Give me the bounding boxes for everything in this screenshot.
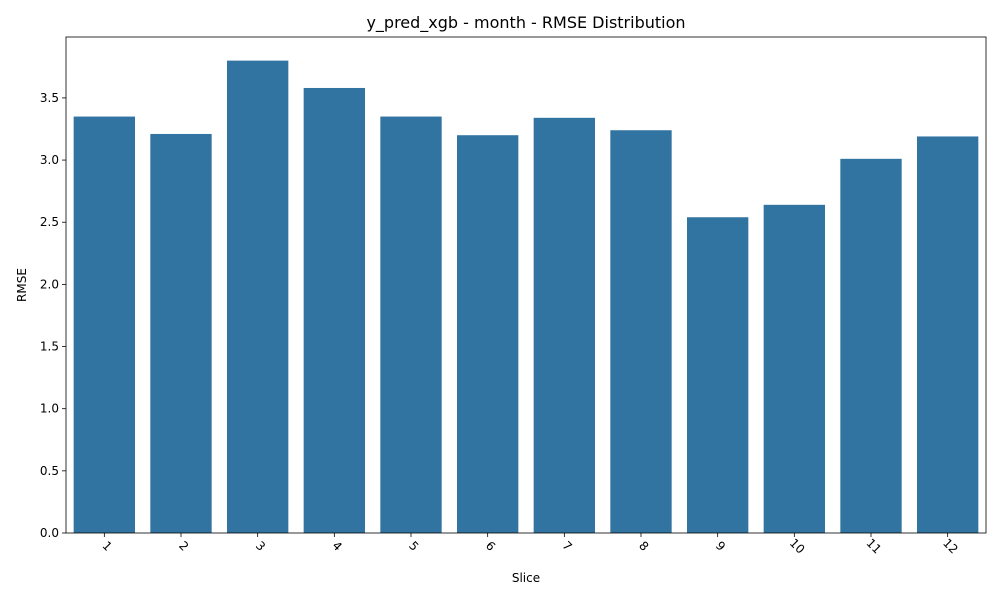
y-tick-label: 0.5: [40, 464, 59, 478]
bar-slice-5: [380, 116, 442, 533]
y-tick-label: 2.5: [40, 215, 59, 229]
bar-slice-2: [150, 133, 212, 533]
plot-frame: [65, 36, 987, 534]
x-tick-label: 7: [560, 539, 575, 554]
y-axis-title: RMSE: [15, 268, 29, 302]
bar-slice-9: [687, 217, 749, 534]
bar-slice-7: [533, 117, 595, 533]
x-tick-label: 5: [406, 539, 421, 554]
bar-slice-4: [303, 87, 365, 534]
x-tick-label: 2: [176, 539, 191, 554]
y-tick-label: 3.0: [40, 153, 59, 167]
x-tick-label: 11: [863, 536, 884, 557]
bar-slice-1: [73, 116, 135, 533]
x-tick-label: 6: [483, 539, 498, 554]
x-tick-label: 12: [940, 536, 961, 557]
x-tick-label: 1: [100, 539, 115, 554]
x-axis-title: Slice: [512, 571, 540, 585]
x-tick-label: 4: [330, 539, 345, 554]
x-tick-label: 3: [253, 539, 268, 554]
bar-slice-6: [457, 135, 519, 534]
x-axis: 1 2 3 4 5 6 7 8 9 10 11 12: [100, 533, 961, 557]
y-tick-label: 2.0: [40, 277, 59, 291]
x-tick-label: 8: [636, 539, 651, 554]
bar-slice-3: [227, 60, 289, 533]
bar-slice-12: [917, 136, 979, 534]
y-tick-label: 3.5: [40, 91, 59, 105]
chart-title: y_pred_xgb - month - RMSE Distribution: [366, 13, 685, 33]
y-tick-label: 0.0: [40, 526, 59, 540]
y-axis: 0.0 0.5 1.0 1.5 2.0 2.5 3.0 3.5: [40, 91, 66, 540]
x-tick-label: 9: [713, 539, 728, 554]
bars-group: [73, 60, 979, 534]
x-tick-label: 10: [787, 536, 808, 557]
bar-slice-10: [763, 204, 825, 533]
bar-slice-11: [840, 158, 902, 533]
bar-slice-8: [610, 130, 672, 533]
y-tick-label: 1.5: [40, 340, 59, 354]
y-tick-label: 1.0: [40, 402, 59, 416]
